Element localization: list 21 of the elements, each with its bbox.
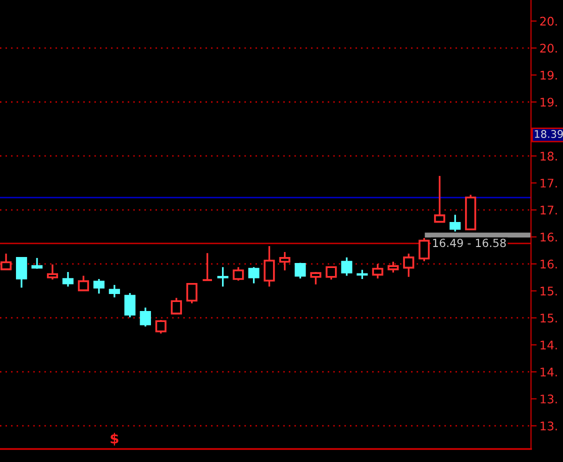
annotation: 18.39 [534,130,563,138]
y-tick-label: 18. [540,152,557,161]
y-tick-label: 13. [540,422,557,430]
y-tick-label: 16. [540,260,557,269]
y-tick-label: 14. [540,368,557,376]
y-tick-label: 19. [540,70,557,80]
y-tick-label: 20. [540,44,557,53]
band-label: 16.49 - 16.58 [433,238,506,248]
y-tick-label: 15. [540,286,557,296]
y-tick-label: 17. [540,206,557,214]
y-tick-label: 19. [540,98,557,107]
annotation: $ [110,432,118,446]
y-tick-label: 13. [540,394,557,404]
candlestick [108,284,120,298]
candlestick [62,271,74,288]
candlestick [217,266,228,288]
y-tick-label: 15. [540,314,557,323]
y-tick-label: 20. [540,16,557,26]
y-tick-label: 14. [540,340,557,350]
y-tick-label: 17. [540,178,557,188]
y-tick-label: 16. [540,232,557,242]
